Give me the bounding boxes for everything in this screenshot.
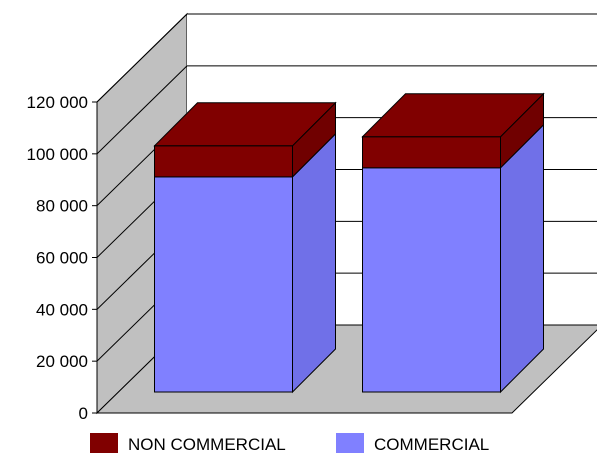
bar-top — [153, 102, 337, 147]
bars — [153, 92, 545, 394]
legend: NON COMMERCIAL COMMERCIAL — [90, 433, 489, 454]
y-tick-label: 80 000 — [36, 197, 88, 216]
y-axis — [92, 101, 98, 414]
legend-swatch — [90, 433, 118, 453]
legend-entry: COMMERCIAL — [336, 433, 489, 454]
bar-side — [292, 132, 336, 394]
y-tick-label: 60 000 — [36, 249, 88, 268]
legend-label: NON COMMERCIAL — [128, 435, 286, 454]
y-tick-label: 20 000 — [36, 352, 88, 371]
y-tick-label: 100 000 — [27, 145, 88, 164]
bar-front — [154, 145, 293, 178]
side-gridline — [96, 65, 188, 155]
bar-top — [361, 93, 545, 138]
side-gridline — [96, 13, 188, 103]
bar-side — [500, 123, 544, 394]
legend-swatch — [336, 433, 364, 453]
y-tick-label: 120 000 — [27, 93, 88, 112]
bar-front — [154, 176, 293, 393]
bar-stack — [361, 92, 545, 394]
y-tick-label: 40 000 — [36, 300, 88, 319]
y-tick-labels: 0 20 000 40 000 60 000 80 000 100 000 120 000 — [27, 93, 88, 423]
y-tick-label: 0 — [79, 404, 88, 423]
legend-label: COMMERCIAL — [374, 435, 489, 454]
bar-front — [362, 167, 501, 393]
bar-front — [362, 136, 501, 169]
bar-stack — [153, 101, 337, 394]
legend-entry: NON COMMERCIAL — [90, 433, 286, 454]
